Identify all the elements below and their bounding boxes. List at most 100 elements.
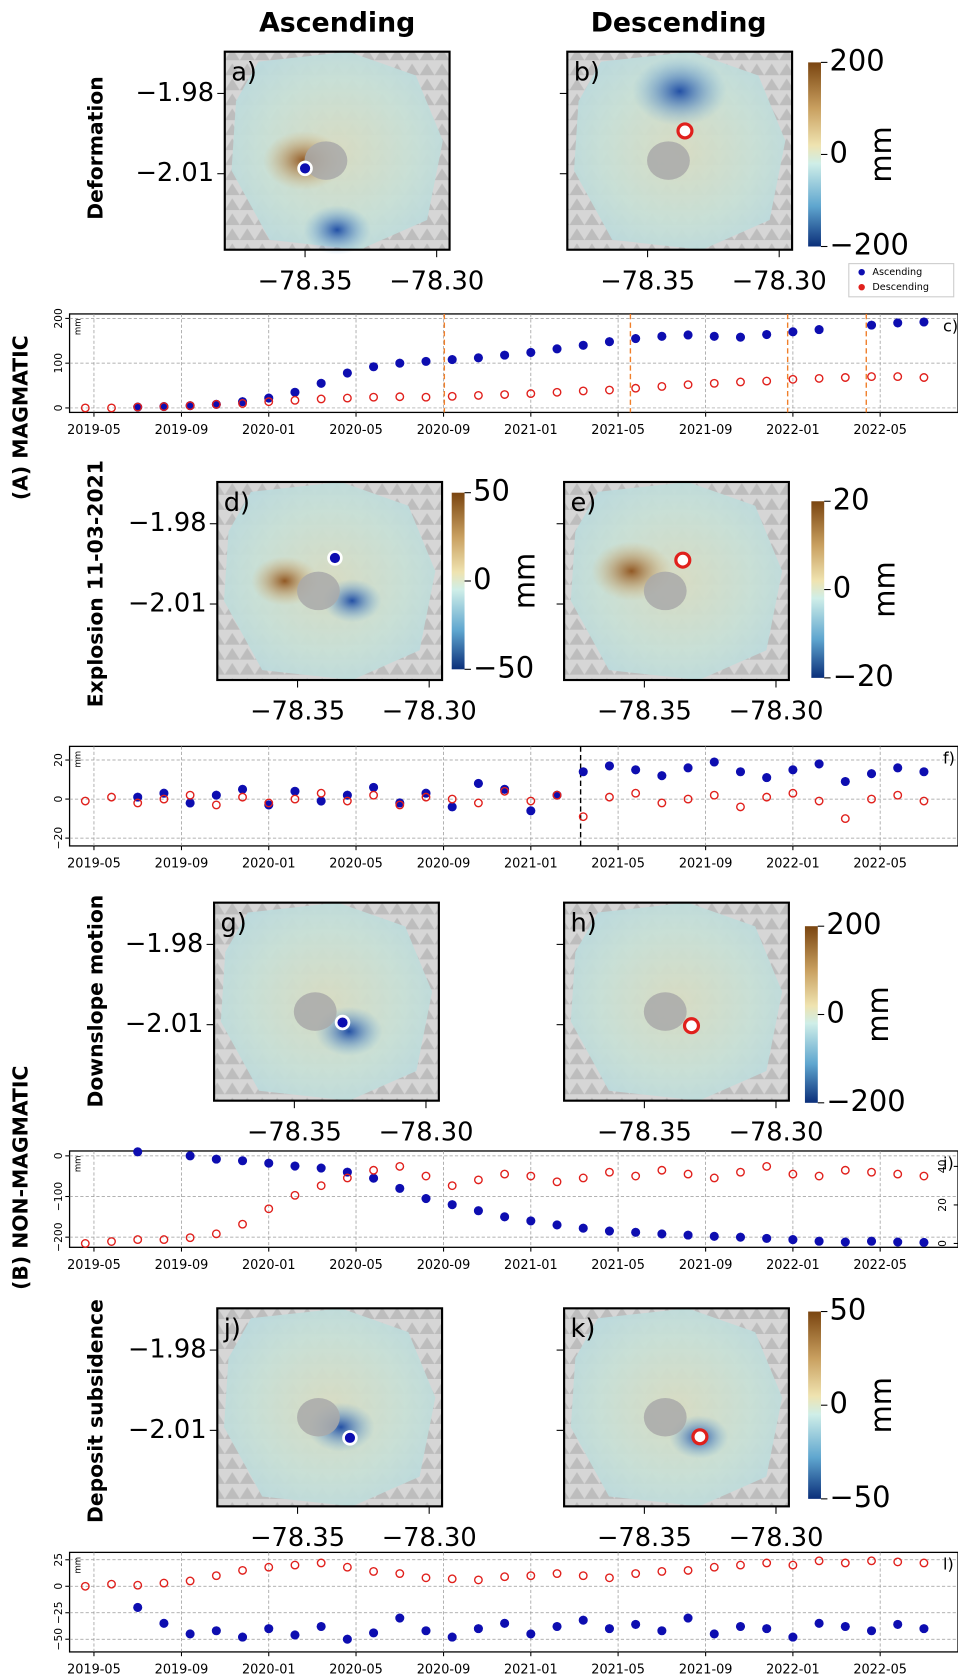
data-point — [133, 1147, 143, 1157]
data-point — [185, 1629, 195, 1639]
data-point — [473, 1175, 483, 1185]
x-tick-label: 2022-01 — [766, 1258, 820, 1273]
data-point — [788, 1632, 798, 1642]
colorbar-label: mm — [864, 1377, 898, 1433]
data-point — [211, 790, 221, 800]
colorbar-tick-label: −50 — [473, 650, 534, 684]
colorbar-tick-label: 20 — [833, 482, 870, 516]
colorbar-tick-label: −200 — [826, 1084, 905, 1118]
x-tick-label: 2020-09 — [417, 423, 471, 438]
y-tick-label: −2.01 — [135, 158, 214, 188]
data-point — [342, 368, 352, 378]
data-point — [421, 392, 431, 402]
data-point — [657, 1626, 667, 1636]
data-point — [316, 394, 326, 404]
data-point — [500, 1572, 510, 1582]
data-point — [552, 344, 562, 354]
data-point — [604, 1226, 614, 1236]
panel-label: d) — [224, 488, 250, 518]
y-axis-label: mm — [74, 318, 84, 335]
marker — [691, 1428, 709, 1446]
data-point — [500, 1618, 510, 1628]
y-tick-label: −1.98 — [125, 929, 204, 959]
data-point — [867, 1167, 876, 1177]
x-tick-label: 2021-09 — [679, 1258, 733, 1273]
data-point — [840, 1558, 850, 1568]
data-point — [657, 1567, 667, 1576]
data-point — [395, 1183, 405, 1193]
data-point — [788, 1560, 798, 1570]
data-point — [369, 1628, 379, 1638]
data-point — [395, 358, 405, 368]
colorbar-tick-label: −50 — [830, 1480, 891, 1514]
colorbar-label: mm — [864, 126, 898, 182]
data-point — [893, 1557, 903, 1567]
deformation-patch — [632, 56, 727, 126]
data-point — [290, 395, 300, 405]
data-point — [709, 1629, 719, 1639]
data-point — [788, 327, 798, 337]
data-point — [211, 800, 221, 810]
column-title: Ascending — [259, 7, 415, 38]
data-point — [185, 798, 195, 808]
data-point — [526, 1629, 536, 1639]
data-point — [709, 331, 719, 341]
y-tick-label: 0 — [52, 1583, 65, 1590]
y-tick-label: −20 — [52, 827, 65, 850]
data-point — [473, 1575, 483, 1585]
x-tick-label: 2022-05 — [853, 1258, 907, 1273]
data-point — [264, 1158, 274, 1168]
x-tick-label: −78.35 — [597, 697, 692, 727]
data-point — [919, 1558, 929, 1568]
row-title: Deposit subsidence — [83, 1299, 107, 1523]
row-title: Explosion 11-03-2021 — [83, 460, 107, 707]
panel-label: j) — [223, 1314, 241, 1344]
data-point — [683, 794, 693, 804]
data-point — [867, 372, 876, 382]
data-point — [500, 1212, 510, 1222]
data-point — [683, 1230, 693, 1240]
data-point — [395, 800, 405, 810]
data-point — [237, 1632, 248, 1642]
x-tick-label: 2022-05 — [853, 423, 907, 438]
data-point — [133, 1580, 143, 1590]
data-point — [578, 1173, 588, 1183]
data-point — [814, 1236, 824, 1246]
marker — [334, 1014, 351, 1031]
x-tick-label: 2019-09 — [155, 1663, 209, 1678]
data-point — [788, 765, 798, 775]
x-tick-label: 2019-05 — [67, 857, 121, 872]
data-point — [133, 402, 143, 412]
data-point — [552, 790, 562, 800]
group-title: (B) NON-MAGMATIC — [8, 1066, 32, 1290]
data-point — [290, 786, 300, 796]
data-point — [473, 390, 483, 400]
data-point — [264, 1204, 274, 1214]
y-tick-label: −25 — [52, 1601, 65, 1624]
data-point — [290, 1190, 300, 1200]
data-point — [840, 1237, 850, 1247]
data-point — [159, 1235, 169, 1245]
x-tick-label: −78.35 — [597, 1117, 692, 1147]
data-point — [526, 1171, 536, 1181]
data-point — [237, 397, 248, 407]
x-tick-label: −78.30 — [378, 1117, 473, 1147]
data-point — [867, 1556, 876, 1566]
data-point — [762, 773, 772, 783]
colorbar-tick-label: 200 — [826, 907, 881, 941]
y-tick-label: −200 — [52, 1222, 65, 1252]
y-tick-label: −50 — [52, 1628, 65, 1651]
colorbar — [451, 492, 465, 670]
y-tick-label: −2.01 — [128, 1415, 207, 1445]
x-tick-label: 2021-05 — [591, 1258, 645, 1273]
data-point — [788, 1235, 798, 1245]
data-point — [211, 399, 221, 409]
data-point — [369, 362, 379, 372]
data-point — [185, 1151, 195, 1161]
data-point — [264, 798, 274, 808]
data-point — [919, 1237, 929, 1247]
data-point — [762, 1624, 772, 1634]
colorbar-tick-label: 200 — [830, 43, 885, 77]
colorbar-label: mm — [867, 561, 901, 617]
legend-box — [848, 263, 955, 298]
